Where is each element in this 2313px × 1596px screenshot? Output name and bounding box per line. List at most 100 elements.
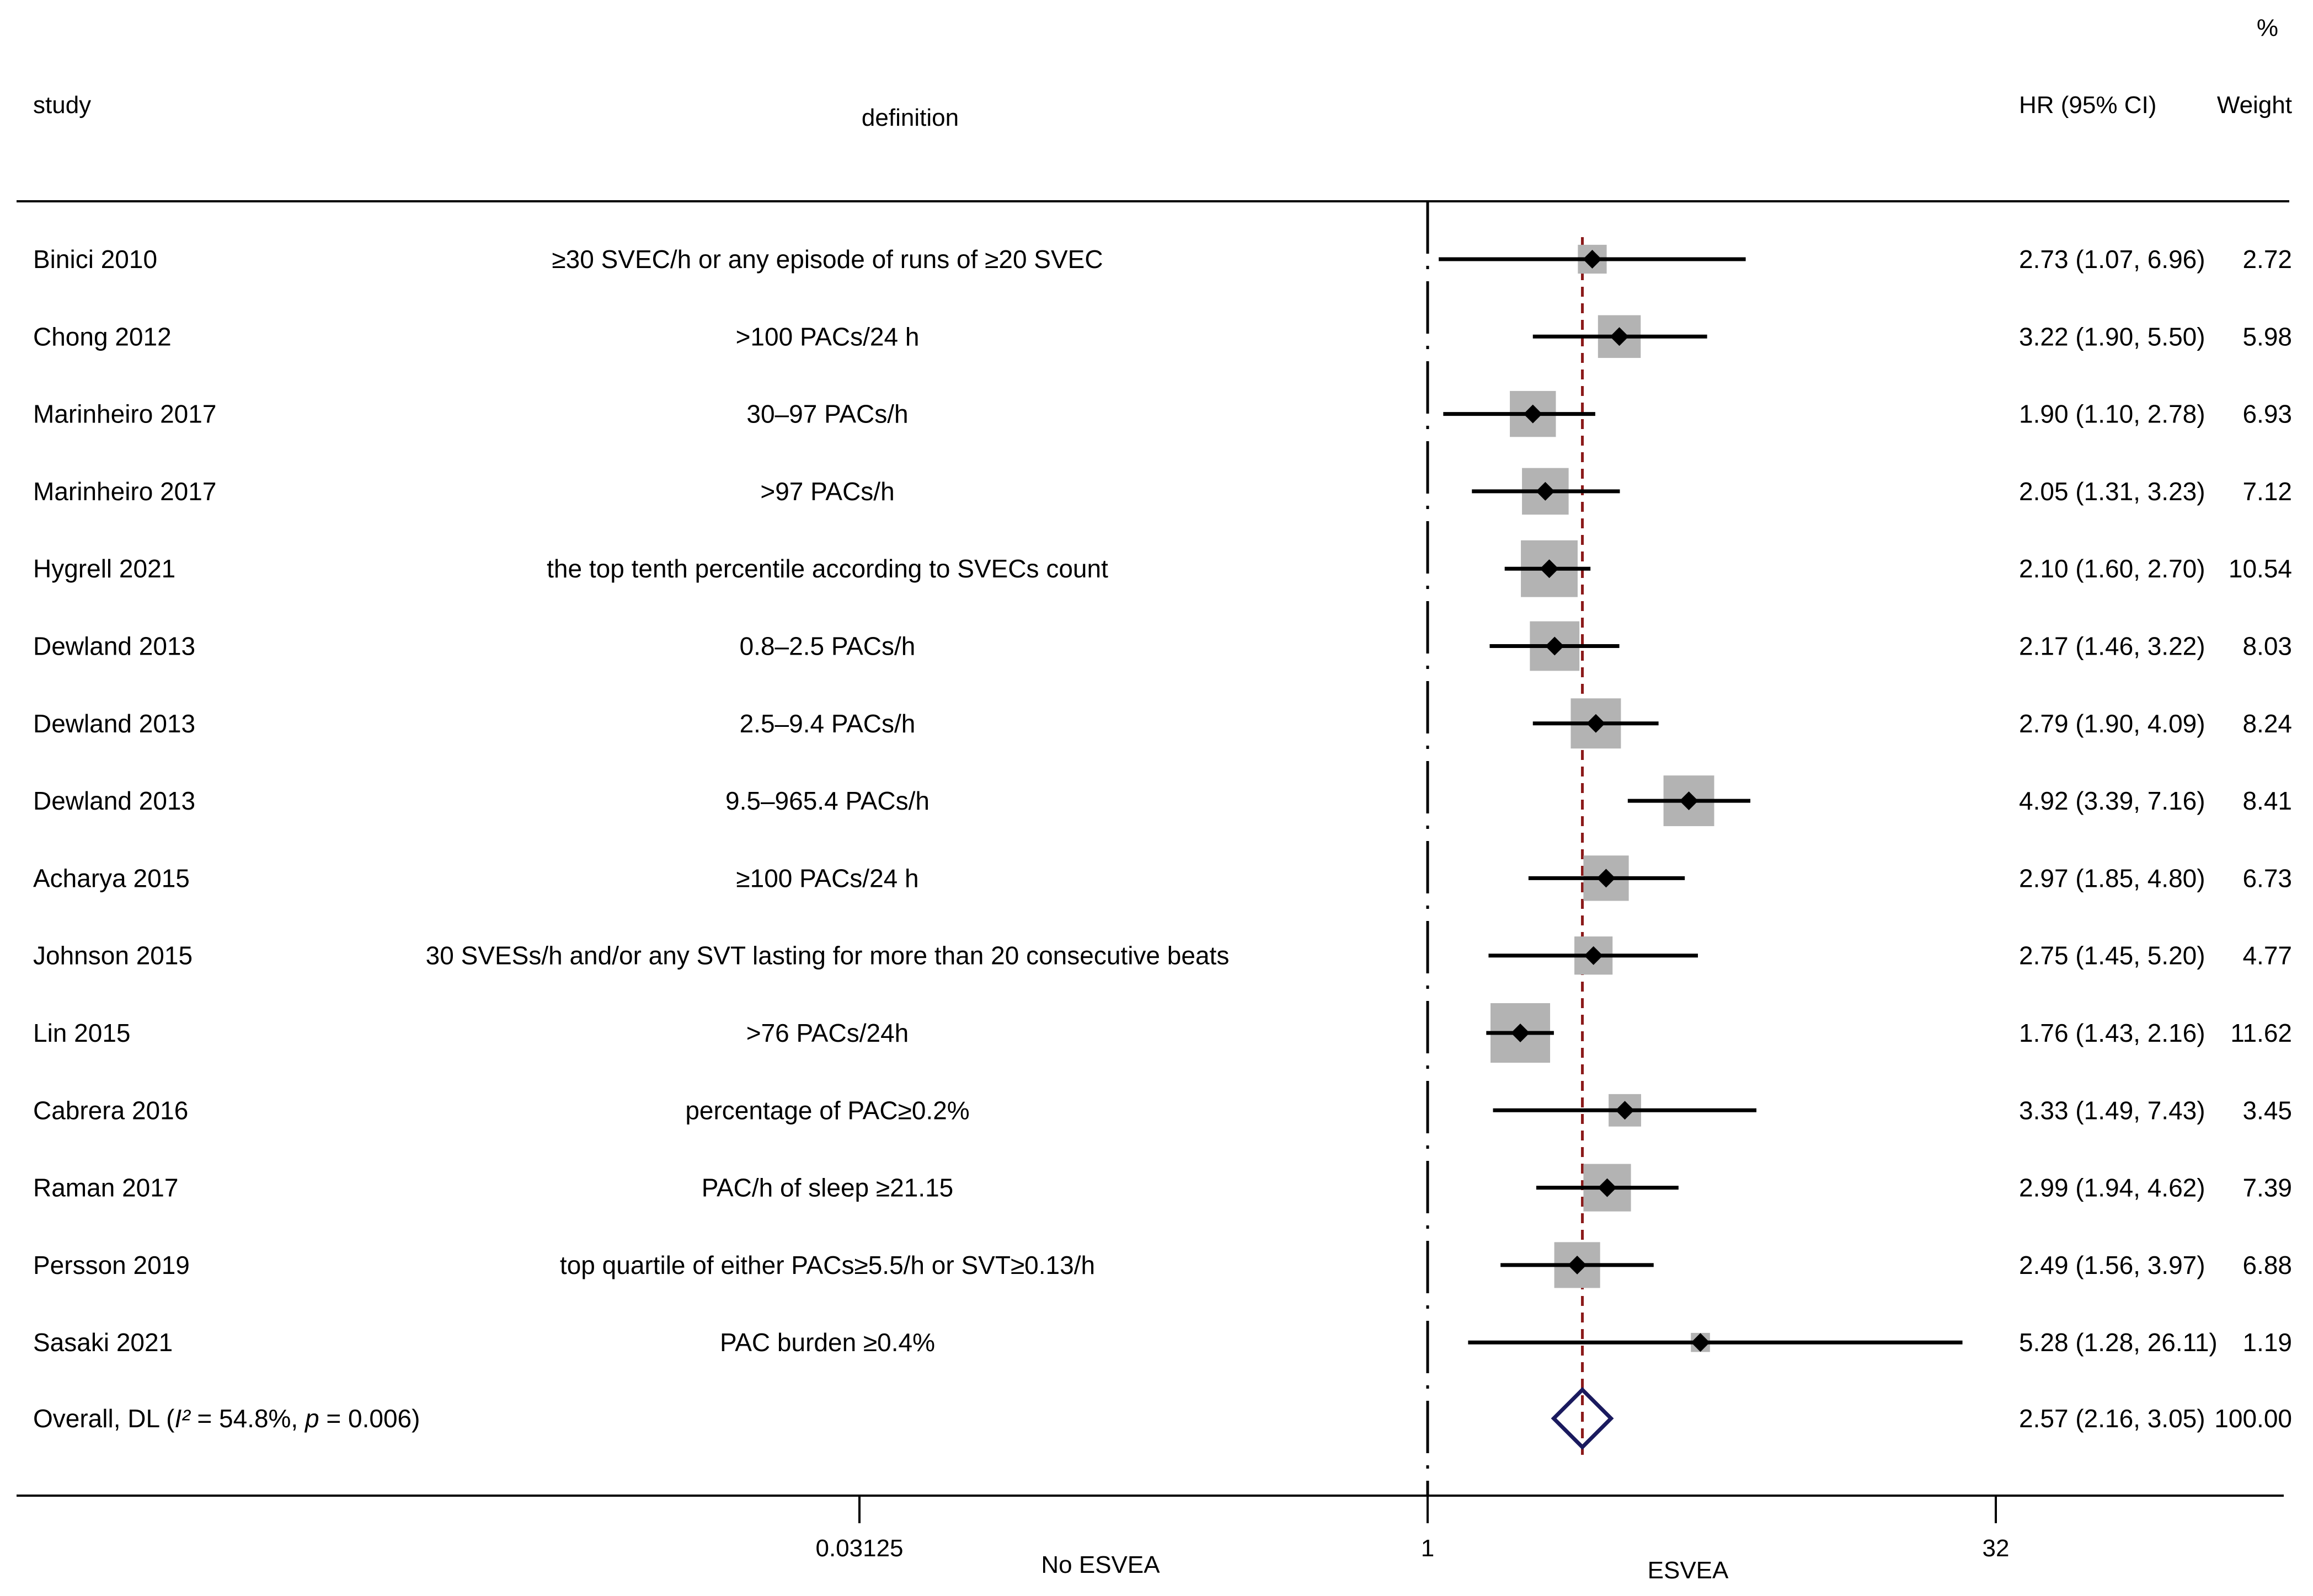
overall-row: Overall, DL (I² = 54.8%, p = 0.006) 2.57… [33, 1387, 2292, 1450]
weight-text: 1.19 [2242, 1328, 2292, 1357]
weight-text: 8.03 [2242, 632, 2292, 661]
hr-text: 4.92 (3.39, 7.16) [2019, 786, 2205, 815]
study-rows: Binici 2010 ≥30 SVEC/h or any episode of … [33, 244, 2292, 1357]
study-row: Dewland 2013 0.8–2.5 PACs/h 2.17 (1.46, 3.… [33, 621, 2292, 671]
definition-label: 2.5–9.4 PACs/h [740, 709, 916, 738]
study-label: Sasaki 2021 [33, 1328, 173, 1357]
point-estimate [1583, 250, 1602, 269]
weight-text: 4.77 [2242, 941, 2292, 970]
weight-text: 7.39 [2242, 1174, 2292, 1202]
study-row: Raman 2017 PAC/h of sleep ≥21.15 2.99 (1.9… [33, 1164, 2292, 1212]
study-row: Persson 2019 top quartile of either PACs≥… [33, 1242, 2292, 1288]
study-row: Acharya 2015 ≥100 PACs/24 h 2.97 (1.85, 4.… [33, 855, 2292, 901]
weight-text: 5.98 [2242, 322, 2292, 351]
definition-label: 30–97 PACs/h [746, 400, 908, 429]
weight-text: 2.72 [2242, 245, 2292, 274]
point-estimate [1679, 791, 1698, 811]
point-estimate [1536, 481, 1555, 501]
overall-p-symbol: p [304, 1404, 319, 1433]
weight-text: 3.45 [2242, 1096, 2292, 1124]
hr-text: 2.49 (1.56, 3.97) [2019, 1251, 2205, 1279]
header-weight-percent: % [2257, 14, 2278, 41]
study-label: Raman 2017 [33, 1174, 178, 1202]
study-label: Dewland 2013 [33, 709, 195, 738]
point-estimate [1584, 946, 1603, 965]
study-row: Lin 2015 >76 PACs/24h 1.76 (1.43, 2.16) 11.… [33, 1003, 2292, 1063]
study-row: Dewland 2013 9.5–965.4 PACs/h 4.92 (3.39, … [33, 775, 2292, 827]
point-estimate [1540, 559, 1559, 579]
study-label: Dewland 2013 [33, 786, 195, 815]
overall-label-prefix: Overall, DL ( [33, 1404, 175, 1433]
direction-label-left: No ESVEA [1041, 1551, 1160, 1578]
point-estimate [1586, 714, 1605, 733]
hr-text: 2.79 (1.90, 4.09) [2019, 709, 2205, 738]
overall-i2-symbol: I² [174, 1404, 191, 1433]
header-estimate: HR (95% CI) [2019, 92, 2156, 119]
header-weight: Weight [2217, 92, 2292, 119]
hr-text: 2.05 (1.31, 3.23) [2019, 477, 2205, 506]
study-row: Cabrera 2016 percentage of PAC≥0.2% 3.33 (… [33, 1094, 2292, 1127]
definition-label: 30 SVESs/h and/or any SVT lasting for mo… [426, 941, 1230, 970]
weight-text: 6.88 [2242, 1251, 2292, 1279]
overall-label: Overall, DL (I² = 54.8%, p = 0.006) [33, 1404, 420, 1433]
hr-text: 1.76 (1.43, 2.16) [2019, 1019, 2205, 1047]
study-row: Chong 2012 >100 PACs/24 h 3.22 (1.90, 5.50… [33, 315, 2292, 358]
hr-text: 2.10 (1.60, 2.70) [2019, 554, 2205, 583]
study-label: Marinheiro 2017 [33, 400, 216, 429]
study-label: Persson 2019 [33, 1251, 190, 1279]
definition-label: 9.5–965.4 PACs/h [725, 786, 930, 815]
study-row: Dewland 2013 2.5–9.4 PACs/h 2.79 (1.90, 4.… [33, 698, 2292, 749]
weight-text: 8.24 [2242, 709, 2292, 738]
study-row: Hygrell 2021 the top tenth percentile acc… [33, 540, 2292, 597]
study-label: Dewland 2013 [33, 632, 195, 661]
definition-label: top quartile of either PACs≥5.5/h or SVT… [560, 1251, 1095, 1279]
study-label: Hygrell 2021 [33, 554, 175, 583]
overall-label-suffix: = 0.006) [319, 1404, 420, 1433]
point-estimate [1545, 636, 1564, 656]
column-headers: study definition HR (95% CI) % Weight [33, 14, 2292, 131]
header-definition: definition [862, 104, 959, 131]
study-label: Johnson 2015 [33, 941, 193, 970]
hr-text: 2.17 (1.46, 3.22) [2019, 632, 2205, 661]
hr-text: 3.22 (1.90, 5.50) [2019, 322, 2205, 351]
study-label: Acharya 2015 [33, 864, 190, 892]
point-estimate [1568, 1255, 1587, 1274]
hr-text: 3.33 (1.49, 7.43) [2019, 1096, 2205, 1124]
hr-text: 1.90 (1.10, 2.78) [2019, 400, 2205, 429]
overall-hr-text: 2.57 (2.16, 3.05) [2019, 1404, 2205, 1433]
overall-diamond [1551, 1387, 1614, 1450]
definition-label: 0.8–2.5 PACs/h [740, 632, 916, 661]
study-label: Chong 2012 [33, 322, 172, 351]
x-tick-label: 32 [1983, 1535, 2010, 1562]
definition-label: ≥100 PACs/24 h [736, 864, 918, 892]
hr-text: 2.99 (1.94, 4.62) [2019, 1174, 2205, 1202]
point-estimate [1615, 1101, 1634, 1120]
definition-label: >100 PACs/24 h [736, 322, 920, 351]
weight-text: 7.12 [2242, 477, 2292, 506]
point-estimate [1511, 1024, 1530, 1042]
study-label: Binici 2010 [33, 245, 157, 274]
weight-text: 6.73 [2242, 864, 2292, 892]
header-study: study [33, 92, 91, 119]
weight-text: 10.54 [2229, 554, 2292, 583]
study-row: Marinheiro 2017 30–97 PACs/h 1.90 (1.10, 2… [33, 390, 2292, 437]
definition-label: ≥30 SVEC/h or any episode of runs of ≥20… [552, 245, 1103, 274]
weight-text: 6.93 [2242, 400, 2292, 429]
study-row: Sasaki 2021 PAC burden ≥0.4% 5.28 (1.28, 2… [33, 1328, 2292, 1357]
point-estimate [1523, 404, 1542, 424]
x-tick-label: 1 [1421, 1535, 1434, 1562]
study-row: Marinheiro 2017 >97 PACs/h 2.05 (1.31, 3.2… [33, 468, 2292, 515]
point-estimate [1691, 1333, 1710, 1352]
overall-weight-text: 100.00 [2214, 1404, 2292, 1433]
definition-label: >97 PACs/h [760, 477, 894, 506]
hr-text: 5.28 (1.28, 26.11) [2019, 1328, 2218, 1357]
hr-text: 2.97 (1.85, 4.80) [2019, 864, 2205, 892]
hr-text: 2.75 (1.45, 5.20) [2019, 941, 2205, 970]
weight-text: 11.62 [2230, 1019, 2292, 1047]
definition-label: >76 PACs/24h [746, 1019, 909, 1047]
point-estimate [1610, 327, 1629, 346]
definition-label: PAC/h of sleep ≥21.15 [702, 1174, 954, 1202]
x-axis-ticks: 0.03125 1 32 [815, 1496, 2009, 1562]
direction-label-right: ESVEA [1648, 1557, 1729, 1584]
